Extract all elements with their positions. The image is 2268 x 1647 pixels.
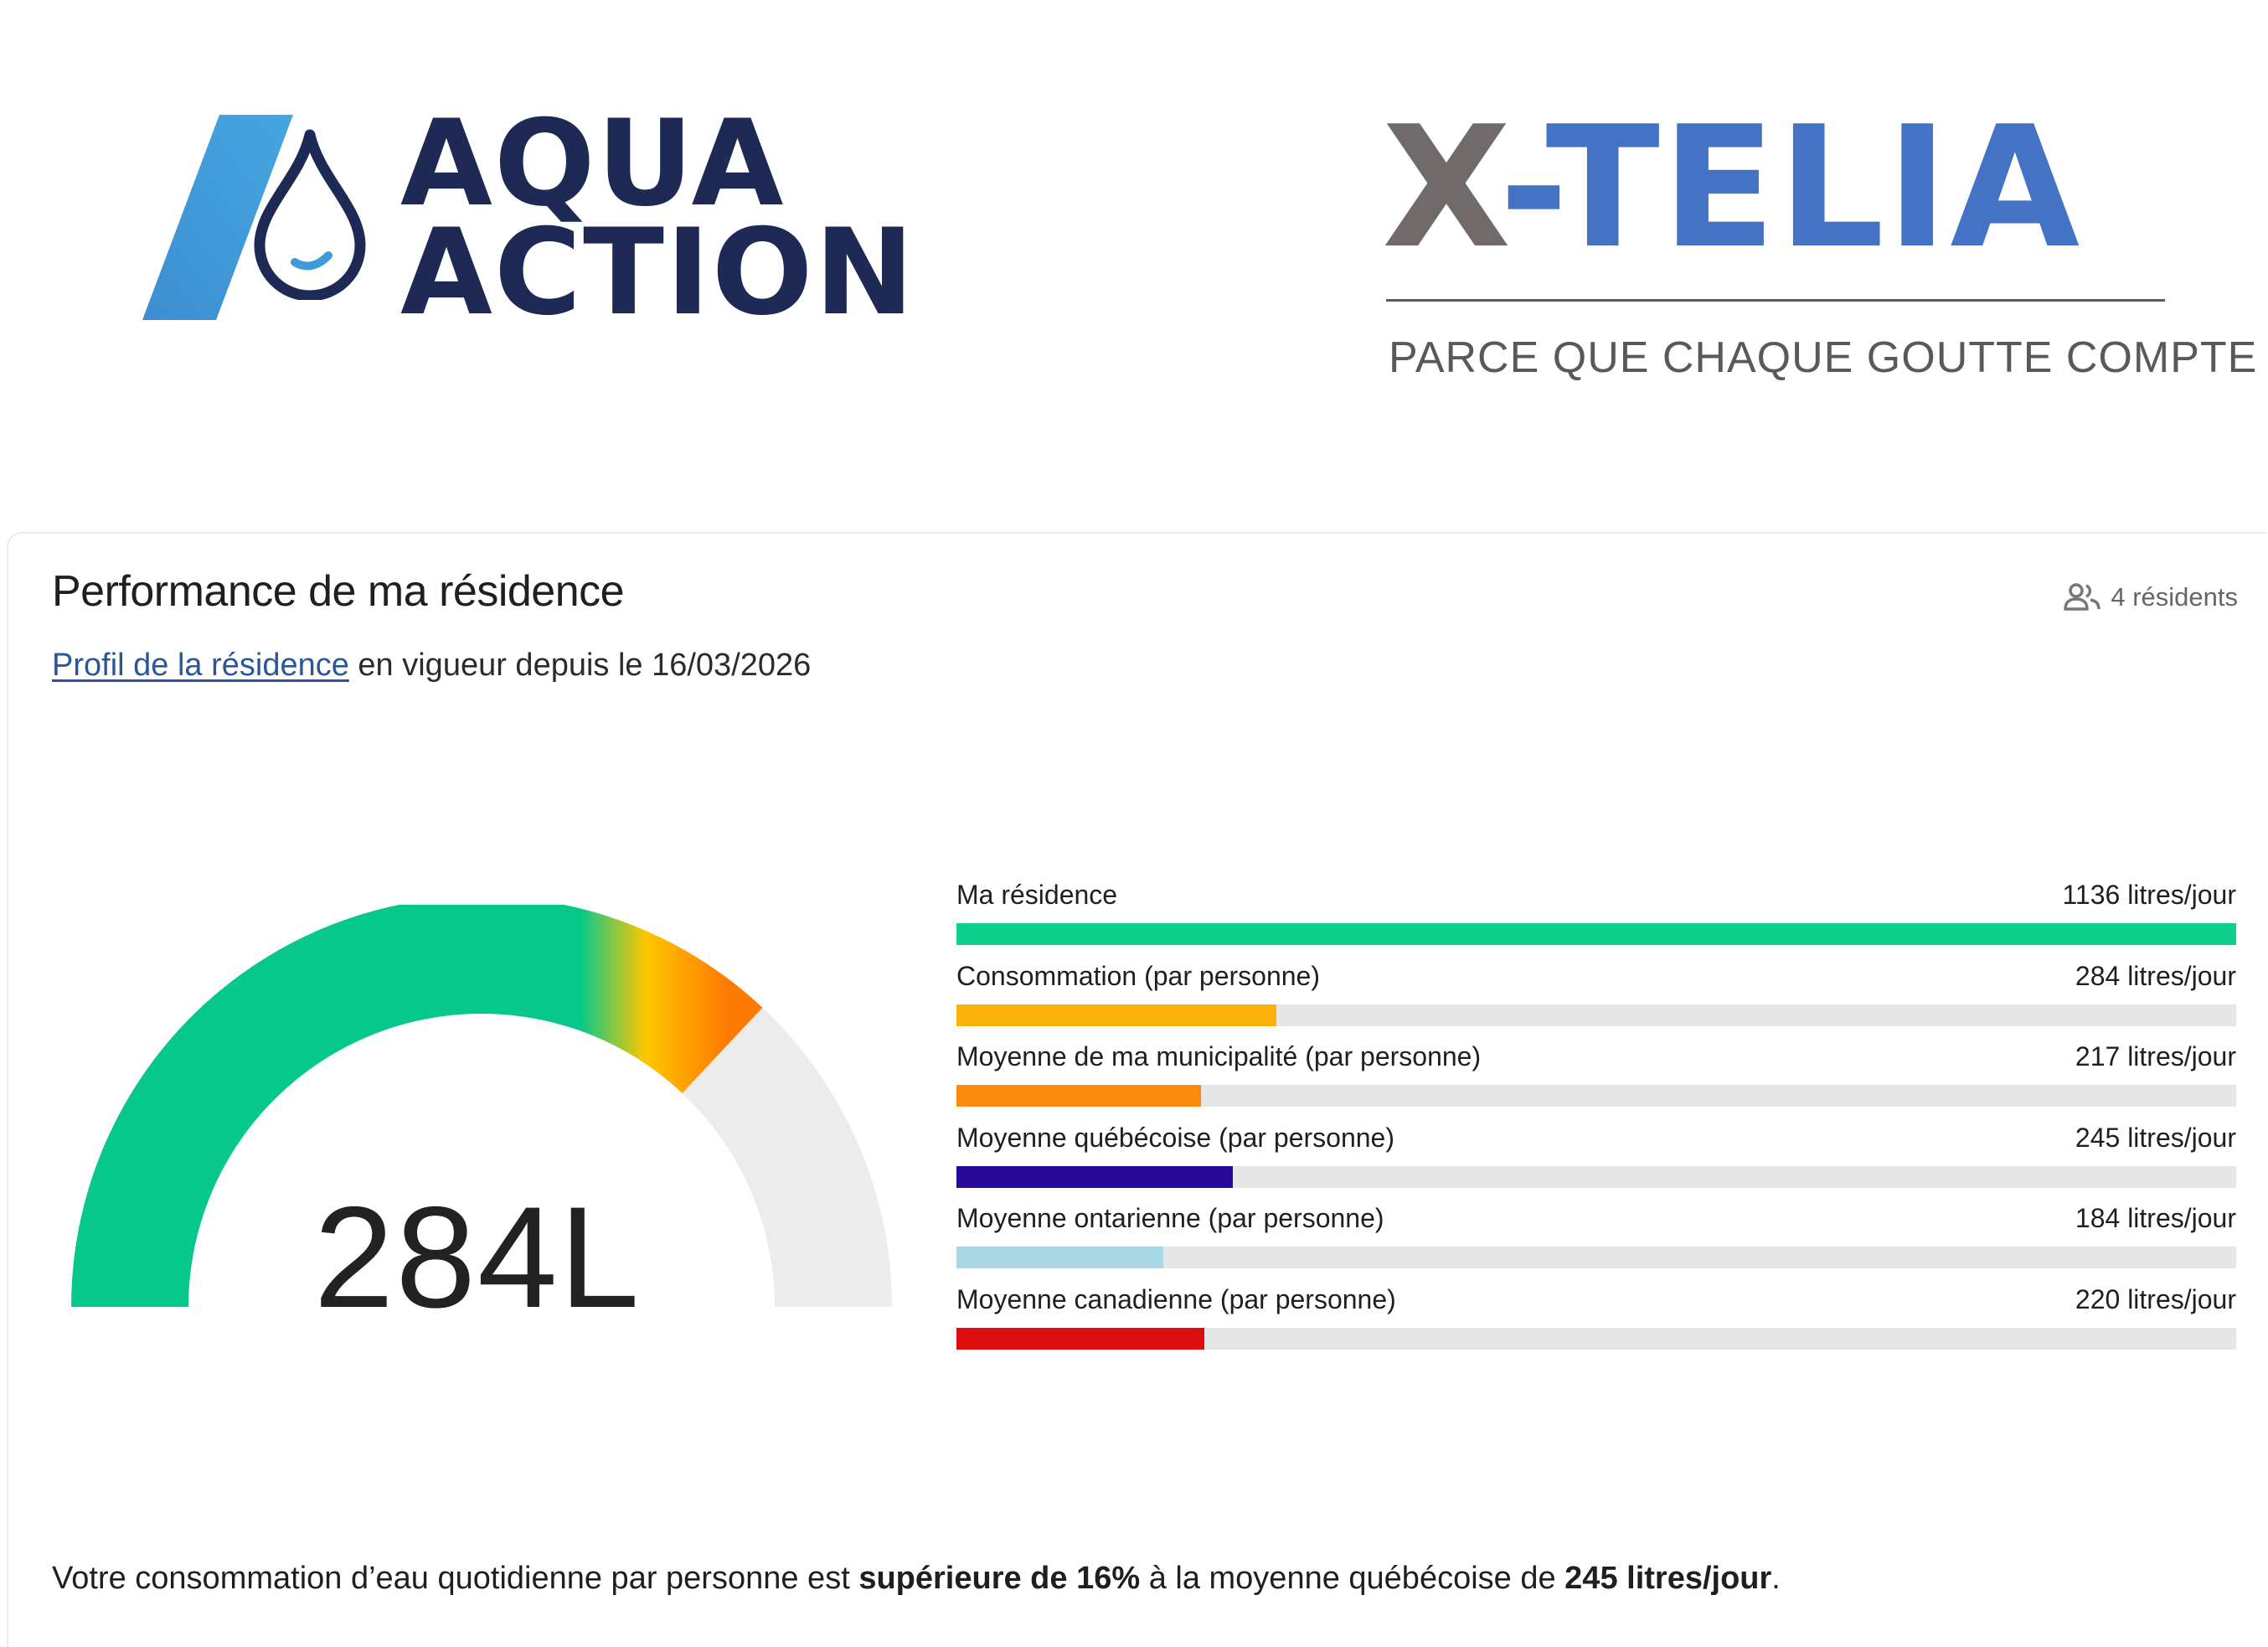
comparison-bar-fill xyxy=(956,923,2236,945)
xtelia-wordmark-x: X xyxy=(1382,90,1499,286)
comparison-row-label: Moyenne québécoise (par personne) xyxy=(956,1122,1394,1153)
comparison-row: Moyenne ontarienne (par personne) 184 lit… xyxy=(956,1205,2236,1286)
summary-part-1: Votre consommation d’eau quotidienne par… xyxy=(52,1561,859,1596)
aqua-action-logo: AQUA ACTION xyxy=(134,95,914,333)
comparison-row-label: Ma résidence xyxy=(956,880,1118,910)
profile-effective-date: en vigueur depuis le 16/03/2026 xyxy=(348,648,812,683)
xtelia-wordmark: X-TELIA xyxy=(1382,105,2081,272)
comparison-row: Moyenne canadienne (par personne) 220 lit… xyxy=(956,1286,2236,1367)
comparison-row-label: Moyenne de ma municipalité (par personne… xyxy=(956,1041,1482,1072)
comparison-bar-fill xyxy=(956,1247,1164,1269)
xtelia-tagline: PARCE QUE CHAQUE GOUTTE COMPTE xyxy=(1389,333,2258,382)
xtelia-logo: X-TELIA PARCE QUE CHAQUE GOUTTE COMPTE xyxy=(1382,105,2256,398)
people-icon xyxy=(2064,583,2101,611)
comparison-row-label: Moyenne canadienne (par personne) xyxy=(956,1283,1396,1314)
residents-count: 4 résidents xyxy=(2064,582,2238,612)
aqua-logo-word-1: AQUA xyxy=(400,95,786,233)
card-title: Performance de ma résidence xyxy=(52,567,625,616)
comparison-bar-fill xyxy=(956,1004,1276,1026)
comparison-row-label: Moyenne ontarienne (par personne) xyxy=(956,1203,1384,1234)
comparison-row-value: 217 litres/jour xyxy=(2075,1041,2236,1072)
comparison-row-value: 284 litres/jour xyxy=(2075,960,2236,991)
comparison-row: Ma résidence 1136 litres/jour xyxy=(956,881,2236,963)
comparison-row-value: 245 litres/jour xyxy=(2075,1122,2236,1153)
gauge-value: 284L xyxy=(313,1177,642,1338)
comparison-row: Moyenne québécoise (par personne) 245 lit… xyxy=(956,1124,2236,1206)
comparison-bar-track xyxy=(956,1247,2236,1269)
performance-card xyxy=(7,532,2266,1647)
residence-profile-link[interactable]: Profil de la résidence xyxy=(52,648,349,683)
residents-label: 4 résidents xyxy=(2111,582,2238,612)
comparison-row: Consommation (par personne) 284 litres/jo… xyxy=(956,963,2236,1044)
comparison-bars: Ma résidence 1136 litres/jour Consommation… xyxy=(956,881,2236,1367)
water-drop-icon xyxy=(254,129,366,300)
xtelia-divider xyxy=(1386,299,2165,302)
aqua-slash-shape xyxy=(142,115,293,320)
comparison-row-label: Consommation (par personne) xyxy=(956,960,1320,991)
comparison-bar-track xyxy=(956,923,2236,945)
profile-line: Profil de la résidence en vigueur depuis… xyxy=(52,647,811,685)
comparison-bar-fill xyxy=(956,1327,1204,1350)
comparison-bar-track xyxy=(956,1327,2236,1350)
comparison-row: Moyenne de ma municipalité (par personne… xyxy=(956,1043,2236,1124)
summary-part-2: à la moyenne québécoise de xyxy=(1140,1561,1565,1596)
xtelia-wordmark-rest: -TELIA xyxy=(1498,90,2082,286)
comparison-row-value: 184 litres/jour xyxy=(2075,1203,2236,1234)
summary-text: Votre consommation d’eau quotidienne par… xyxy=(52,1560,1781,1598)
gauge-fill xyxy=(71,905,763,1307)
comparison-bar-track xyxy=(956,1085,2236,1107)
summary-percent: supérieure de 16% xyxy=(858,1561,1141,1596)
consumption-gauge xyxy=(71,905,892,1307)
summary-part-3: . xyxy=(1771,1561,1781,1596)
comparison-row-value: 220 litres/jour xyxy=(2075,1283,2236,1314)
comparison-bar-track xyxy=(956,1165,2236,1188)
aqua-logo-word-2: ACTION xyxy=(400,204,916,342)
comparison-bar-track xyxy=(956,1004,2236,1026)
comparison-bar-fill xyxy=(956,1165,1233,1188)
summary-average: 245 litres/jour xyxy=(1564,1561,1772,1596)
comparison-row-value: 1136 litres/jour xyxy=(2062,880,2236,910)
comparison-bar-fill xyxy=(956,1085,1201,1107)
